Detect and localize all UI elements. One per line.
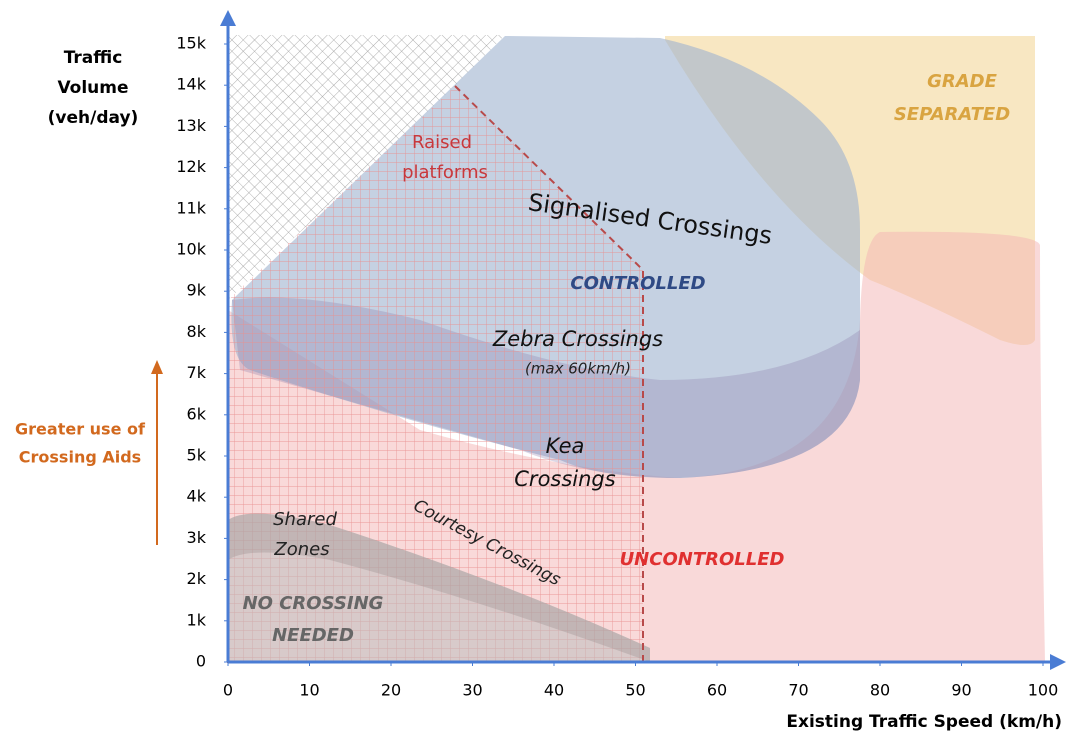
y-tick-label: 12k bbox=[176, 157, 206, 176]
y-tick-label: 5k bbox=[187, 446, 207, 465]
x-tick-label: 70 bbox=[788, 681, 808, 700]
region-label: Shared bbox=[273, 509, 337, 530]
y-tick-label: 15k bbox=[176, 34, 206, 53]
x-tick-label: 20 bbox=[381, 681, 401, 700]
y-tick-label: 1k bbox=[187, 610, 207, 629]
y-label: Traffic bbox=[64, 48, 123, 68]
y-label: Volume bbox=[57, 78, 128, 98]
crosshatch-area bbox=[228, 35, 505, 300]
y-tick-label: 9k bbox=[187, 281, 207, 300]
y-tick-label: 11k bbox=[176, 198, 206, 217]
x-tick-label: 80 bbox=[870, 681, 890, 700]
courtesy-band bbox=[228, 513, 650, 662]
region-label: Crossings bbox=[514, 467, 616, 491]
side-note: Greater use of bbox=[15, 420, 146, 439]
side-arrow-head bbox=[151, 360, 163, 374]
y-tick-label: 13k bbox=[176, 116, 206, 135]
x-label: Existing Traffic Speed (km/h) bbox=[786, 712, 1062, 732]
side-note: Crossing Aids bbox=[19, 448, 141, 467]
region-label: GRADE bbox=[927, 71, 998, 92]
x-tick-label: 0 bbox=[223, 681, 233, 700]
shared-zone-band bbox=[228, 513, 650, 662]
region-label: CONTROLLED bbox=[570, 273, 705, 294]
y-tick-label: 3k bbox=[187, 528, 207, 547]
axes bbox=[151, 10, 1066, 670]
x-tick-label: 60 bbox=[707, 681, 727, 700]
regions bbox=[227, 35, 1045, 663]
y-tick-label: 0 bbox=[196, 652, 206, 671]
y-tick-label: 14k bbox=[176, 75, 206, 94]
region-label: (max 60km/h) bbox=[525, 360, 631, 378]
region-label: Kea bbox=[546, 434, 585, 458]
x-tick-label: 40 bbox=[544, 681, 564, 700]
x-arrow bbox=[1050, 654, 1066, 670]
region-label: UNCONTROLLED bbox=[620, 549, 785, 570]
x-tick-label: 90 bbox=[951, 681, 971, 700]
x-tick-label: 50 bbox=[625, 681, 645, 700]
y-tick-label: 10k bbox=[176, 240, 206, 259]
region-label: Zebra Crossings bbox=[492, 327, 663, 351]
y-tick-label: 2k bbox=[187, 569, 207, 588]
y-label: (veh/day) bbox=[48, 108, 139, 128]
y-arrow bbox=[220, 10, 236, 26]
region-label: platforms bbox=[402, 162, 488, 183]
region-label: NO CROSSING bbox=[243, 593, 384, 614]
x-tick-label: 30 bbox=[462, 681, 482, 700]
region-label: SEPARATED bbox=[894, 104, 1010, 125]
y-tick-label: 4k bbox=[187, 487, 207, 506]
raised-platform-area bbox=[228, 86, 643, 662]
region-label: Raised bbox=[412, 132, 472, 153]
x-tick-label: 100 bbox=[1028, 681, 1059, 700]
x-tick-label: 10 bbox=[299, 681, 319, 700]
y-tick-label: 6k bbox=[187, 404, 207, 423]
region-label: Zones bbox=[273, 539, 329, 560]
y-tick-label: 8k bbox=[187, 322, 207, 341]
y-tick-label: 7k bbox=[187, 363, 207, 382]
region-label: NEEDED bbox=[272, 625, 354, 646]
